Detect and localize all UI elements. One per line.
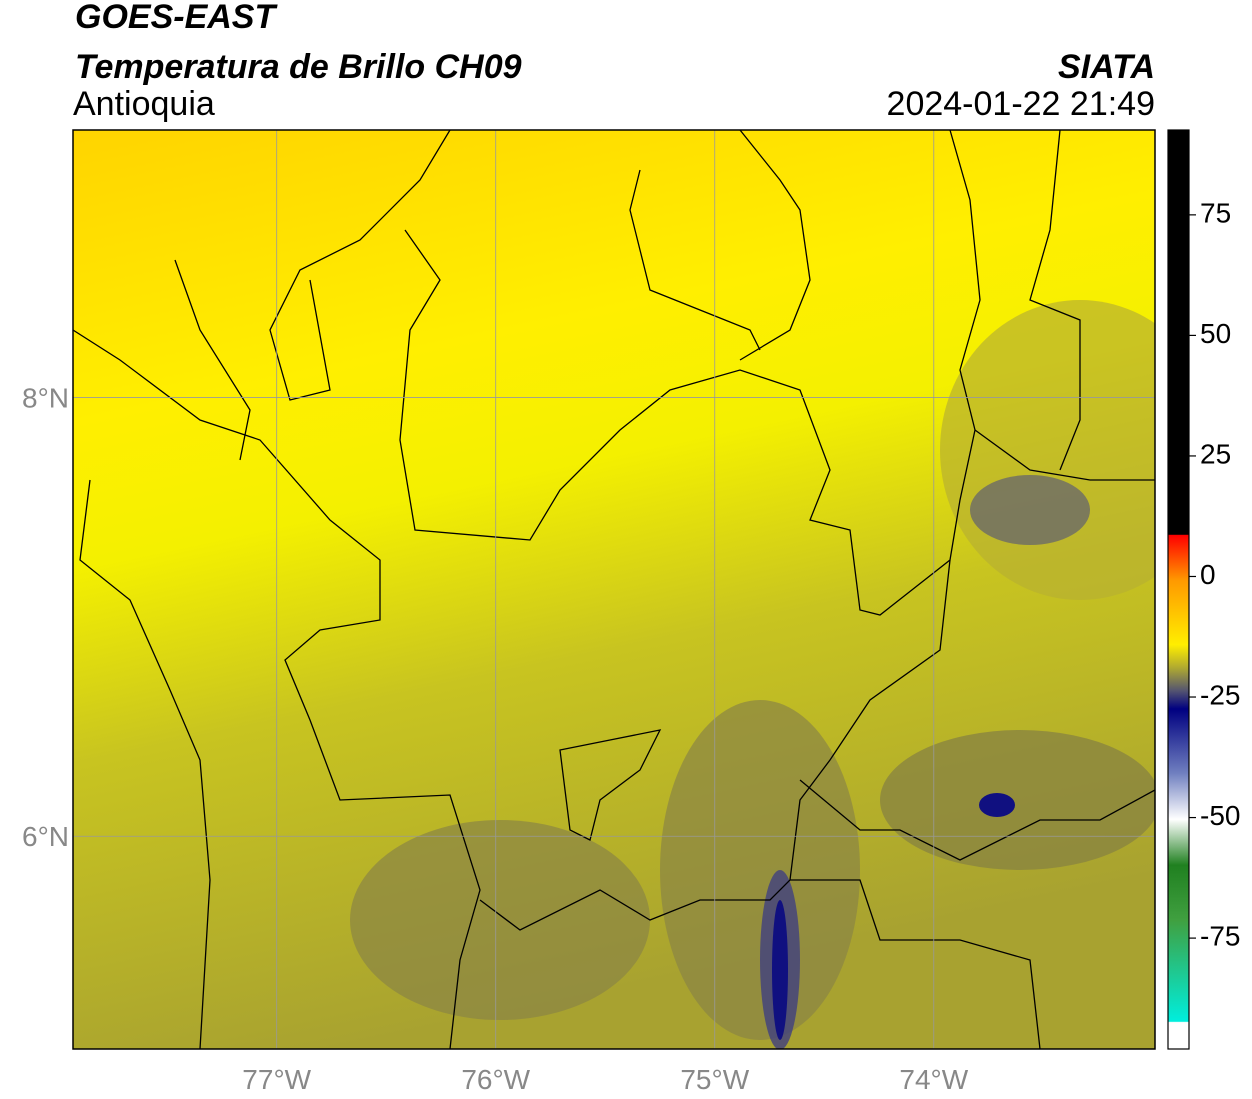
colorbar-tick-label: 50 [1200, 318, 1231, 349]
map-area [73, 130, 1155, 1049]
colorbar-tick-label: -50 [1200, 800, 1240, 831]
coast [269, 130, 451, 401]
border [629, 169, 761, 351]
lon-tick-label: 75°W [680, 1064, 749, 1095]
cloud-area [970, 475, 1090, 545]
border [799, 779, 1155, 861]
border [73, 329, 481, 1049]
lat-tick-label: 8°N [22, 383, 69, 414]
border [790, 879, 1041, 1049]
title: GOES-EAST [75, 0, 278, 36]
border [479, 559, 951, 931]
colorbar-tick-label: 25 [1200, 438, 1231, 469]
coast [79, 479, 211, 1049]
region: Antioquia [73, 85, 215, 123]
lat-tick-label: 6°N [22, 821, 69, 852]
border [739, 130, 811, 361]
datetime: 2024-01-22 21:49 [887, 85, 1155, 123]
subtitle: Temperatura de Brillo CH09 [75, 48, 522, 86]
cloud-core [772, 900, 788, 1040]
colorbar-tick-label: -75 [1200, 920, 1240, 951]
map-frame [72, 129, 1156, 1050]
border [974, 429, 1155, 481]
cloud-area [350, 820, 650, 1020]
colorbar-tick-label: -25 [1200, 679, 1240, 710]
border [399, 130, 981, 616]
colorbar-tick-label: 75 [1200, 197, 1231, 228]
lon-tick-label: 76°W [461, 1064, 530, 1095]
coast [174, 259, 251, 461]
source: SIATA [1058, 48, 1155, 86]
border [559, 729, 662, 841]
cloud-core [979, 793, 1015, 817]
colorbar-tick-label: 0 [1200, 559, 1216, 590]
lon-tick-label: 74°W [899, 1064, 968, 1095]
border [1029, 130, 1081, 471]
cloud-area [660, 700, 860, 1040]
cloud-area [880, 730, 1155, 870]
colorbar [1167, 129, 1190, 1050]
lon-tick-label: 77°W [242, 1064, 311, 1095]
